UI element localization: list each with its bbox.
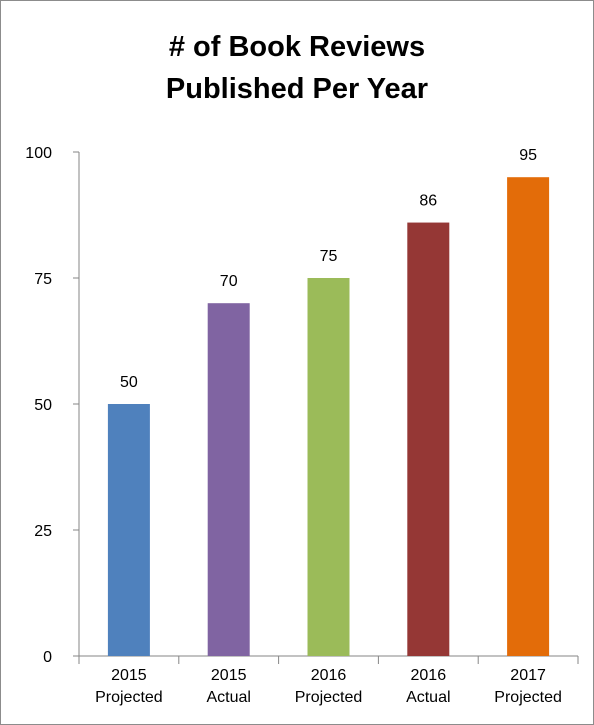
bar	[507, 177, 550, 656]
bar	[407, 222, 450, 656]
data-label: 50	[120, 374, 138, 391]
data-label: 86	[419, 193, 437, 210]
x-category-label: 2016	[411, 667, 447, 684]
x-category-label: Projected	[95, 689, 163, 706]
bars	[107, 177, 550, 656]
y-tick-label: 100	[25, 145, 52, 162]
x-category-label: Projected	[494, 689, 562, 706]
y-tick-label: 0	[43, 649, 52, 666]
y-axis: 0 25 50 75 100	[25, 145, 80, 666]
chart-title: # of Book Reviews Published Per Year	[0, 26, 594, 110]
chart-title-line-1: # of Book Reviews	[168, 31, 426, 63]
x-axis: 2015 Projected 2015 Actual 2016 Projected 2016…	[78, 655, 579, 706]
x-category-label: Actual	[406, 689, 450, 706]
bar	[207, 303, 250, 656]
bar	[107, 404, 150, 656]
data-labels: 50 70 75 86 95	[120, 147, 537, 391]
data-label: 70	[220, 273, 238, 290]
x-category-label: 2016	[311, 667, 347, 684]
x-category-label: Actual	[206, 689, 250, 706]
x-category-label: 2017	[510, 667, 546, 684]
x-category-label: 2015	[111, 667, 147, 684]
x-category-label: 2015	[211, 667, 247, 684]
chart-title-line-2: Published Per Year	[165, 73, 429, 105]
x-category-label: Projected	[295, 689, 363, 706]
bar	[307, 278, 350, 656]
y-tick-label: 25	[34, 523, 52, 540]
data-label: 75	[320, 248, 338, 265]
data-label: 95	[519, 147, 537, 164]
y-tick-label: 50	[34, 397, 52, 414]
y-tick-label: 75	[34, 271, 52, 288]
